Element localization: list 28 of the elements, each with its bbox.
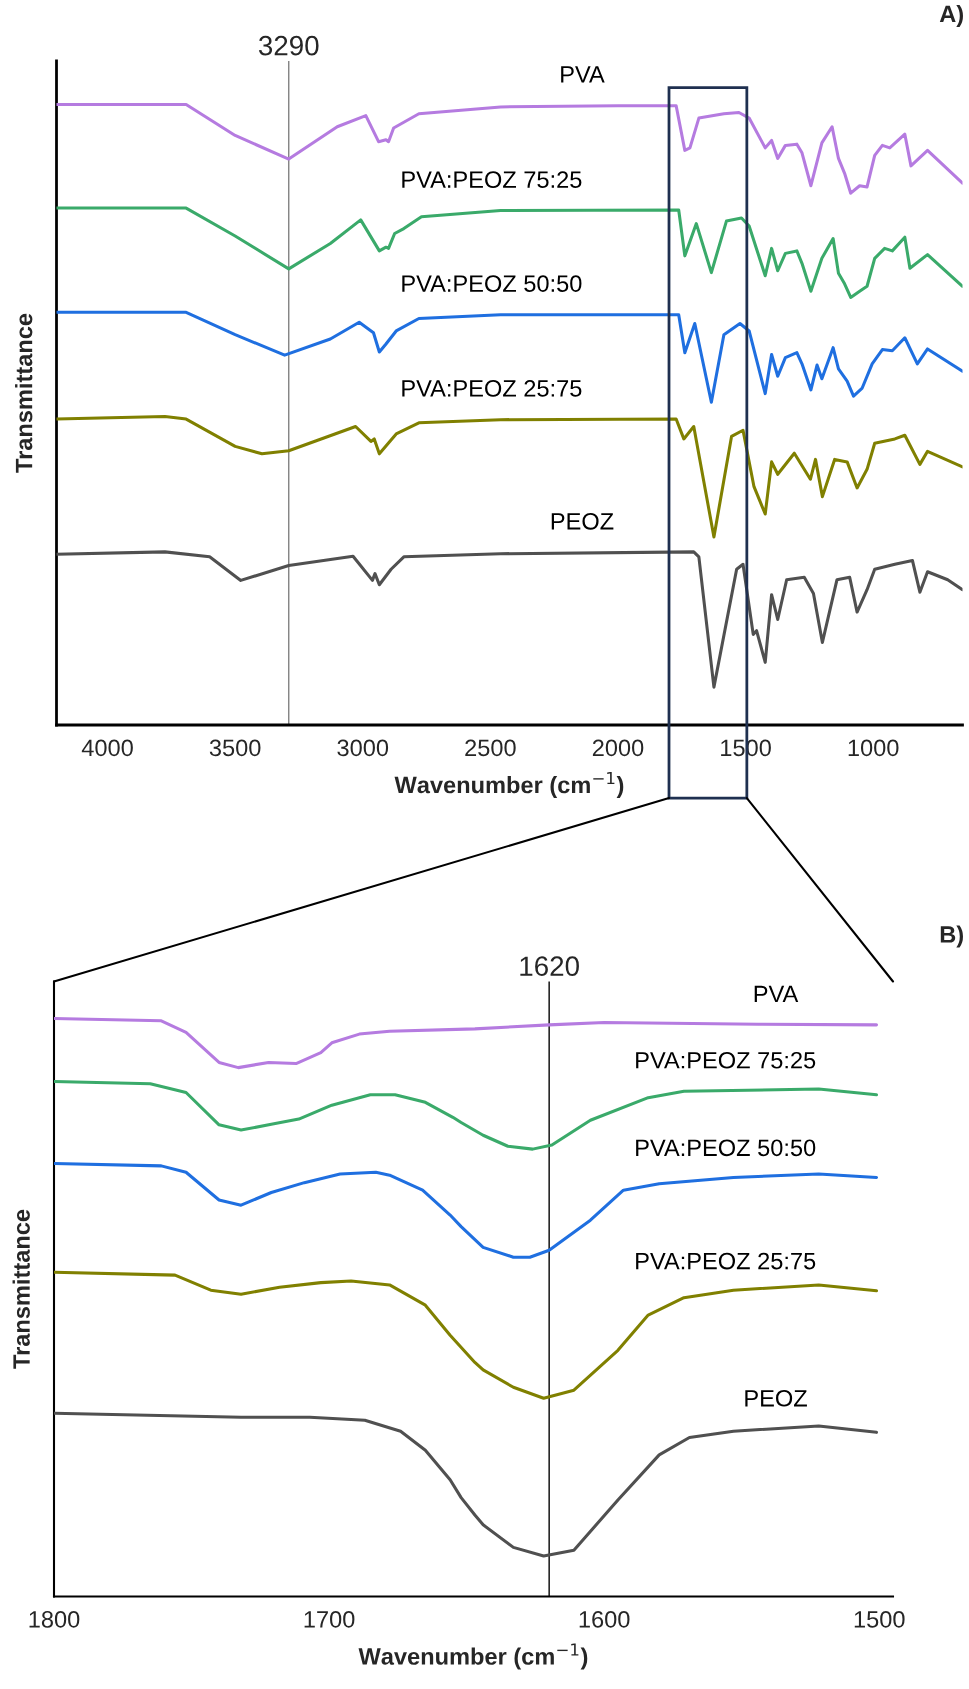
text: A) [939,5,963,28]
x-tick-label: 1000 [848,739,899,757]
series-label: PVA:PEOZ 50:50 [636,1139,816,1157]
x-tick-label: 2000 [592,739,644,757]
ref-line-label: 3290 [258,35,319,56]
y-axis-title: Transmittance [12,1209,30,1369]
x-tick-label: 1600 [579,1611,630,1628]
series-label: PVA:PEOZ 25:75 [402,380,582,397]
series-label: PVA:PEOZ 75:25 [636,1051,816,1069]
series-label: PVA [561,66,605,83]
x-tick-label: 3000 [337,739,389,757]
series-label: PVA:PEOZ 50:50 [402,275,582,292]
x-tick-label: 1800 [29,1611,80,1628]
x-tick-label: 2500 [465,739,516,757]
series-label: PEOZ [745,1389,807,1407]
x-tick-label: 1700 [304,1611,355,1628]
x-axis-title: Wavenumber (cm$^{−1}$) [394,772,624,798]
x-tick-label: 3500 [209,739,261,757]
series-label: PEOZ [551,512,614,530]
series-label: PVA:PEOZ 25:75 [636,1252,816,1270]
x-axis-title: Wavenumber (cm$^{−1}$) [358,1643,588,1670]
ref-line-label: 1620 [520,956,579,977]
y-axis-title: Transmittance [15,313,33,473]
x-tick-label: 4000 [81,739,133,757]
series-label: PVA:PEOZ 75:25 [402,171,582,188]
x-tick-label: 1500 [854,1611,905,1628]
series-label: PVA [754,985,799,1003]
text: B) [940,925,963,948]
